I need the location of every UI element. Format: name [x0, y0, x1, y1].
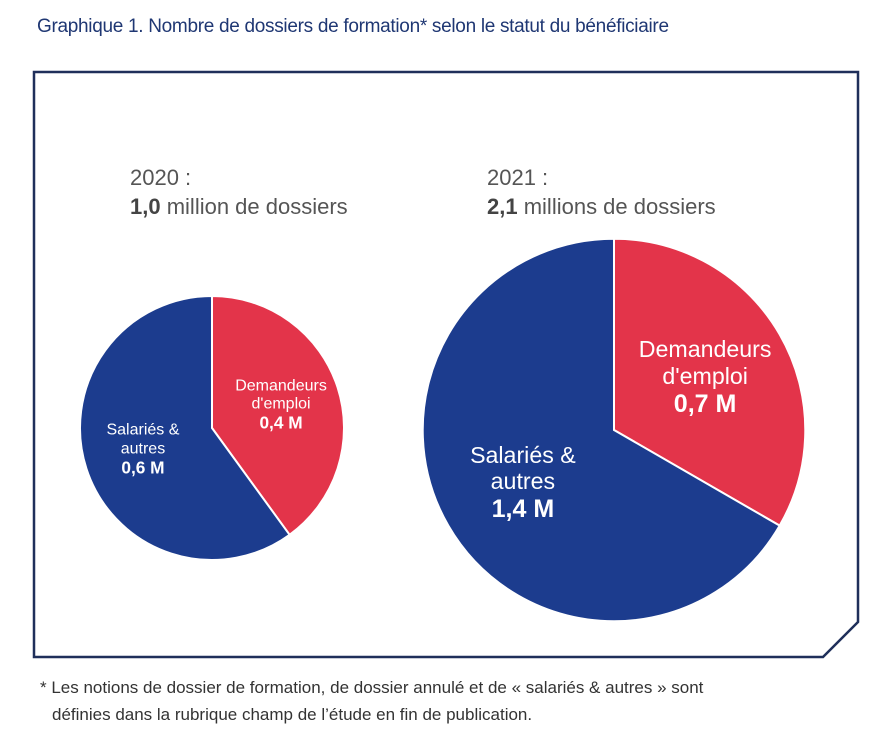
value-label: 0,4 M [259, 413, 303, 434]
total-value: 2,1 [487, 194, 518, 219]
category-label: Salariés & autres [470, 441, 576, 495]
total-text: millions de dossiers [523, 194, 716, 219]
footnote: * Les notions de dossier de formation, d… [40, 678, 704, 697]
slice-label: Salariés & autres 0,6 M [95, 422, 191, 479]
slice-label: Salariés & autres 1,4 M [453, 442, 592, 524]
slice-label: Demandeurs d'emploi 0,7 M [636, 336, 775, 418]
year-label: 2021 : [487, 165, 549, 190]
year-label: 2020 : [130, 165, 192, 190]
total-line: 1,0 million de dossiers [130, 194, 348, 220]
total-line: 2,1 millions de dossiers [487, 194, 716, 220]
chart-title: Graphique 1. Nombre de dossiers de forma… [37, 16, 669, 37]
category-label: Salariés & autres [106, 422, 180, 458]
pie-slice [421, 237, 782, 623]
category-label: Demandeurs d'emploi [638, 336, 772, 389]
total-text: million de dossiers [166, 194, 348, 219]
footnote: définies dans la rubrique champ de l’étu… [52, 705, 533, 724]
category-label: Demandeurs d'emploi [235, 377, 327, 413]
total-value: 1,0 [130, 194, 161, 219]
value-label: 0,7 M [673, 389, 737, 418]
value-label: 0,6 M [121, 457, 165, 478]
pie-slice [79, 294, 291, 561]
pie-slice [613, 237, 807, 528]
pie-slice [211, 294, 345, 537]
value-label: 1,4 M [491, 494, 555, 523]
slice-label: Demandeurs d'emploi 0,4 M [233, 377, 329, 434]
frame [32, 70, 860, 659]
